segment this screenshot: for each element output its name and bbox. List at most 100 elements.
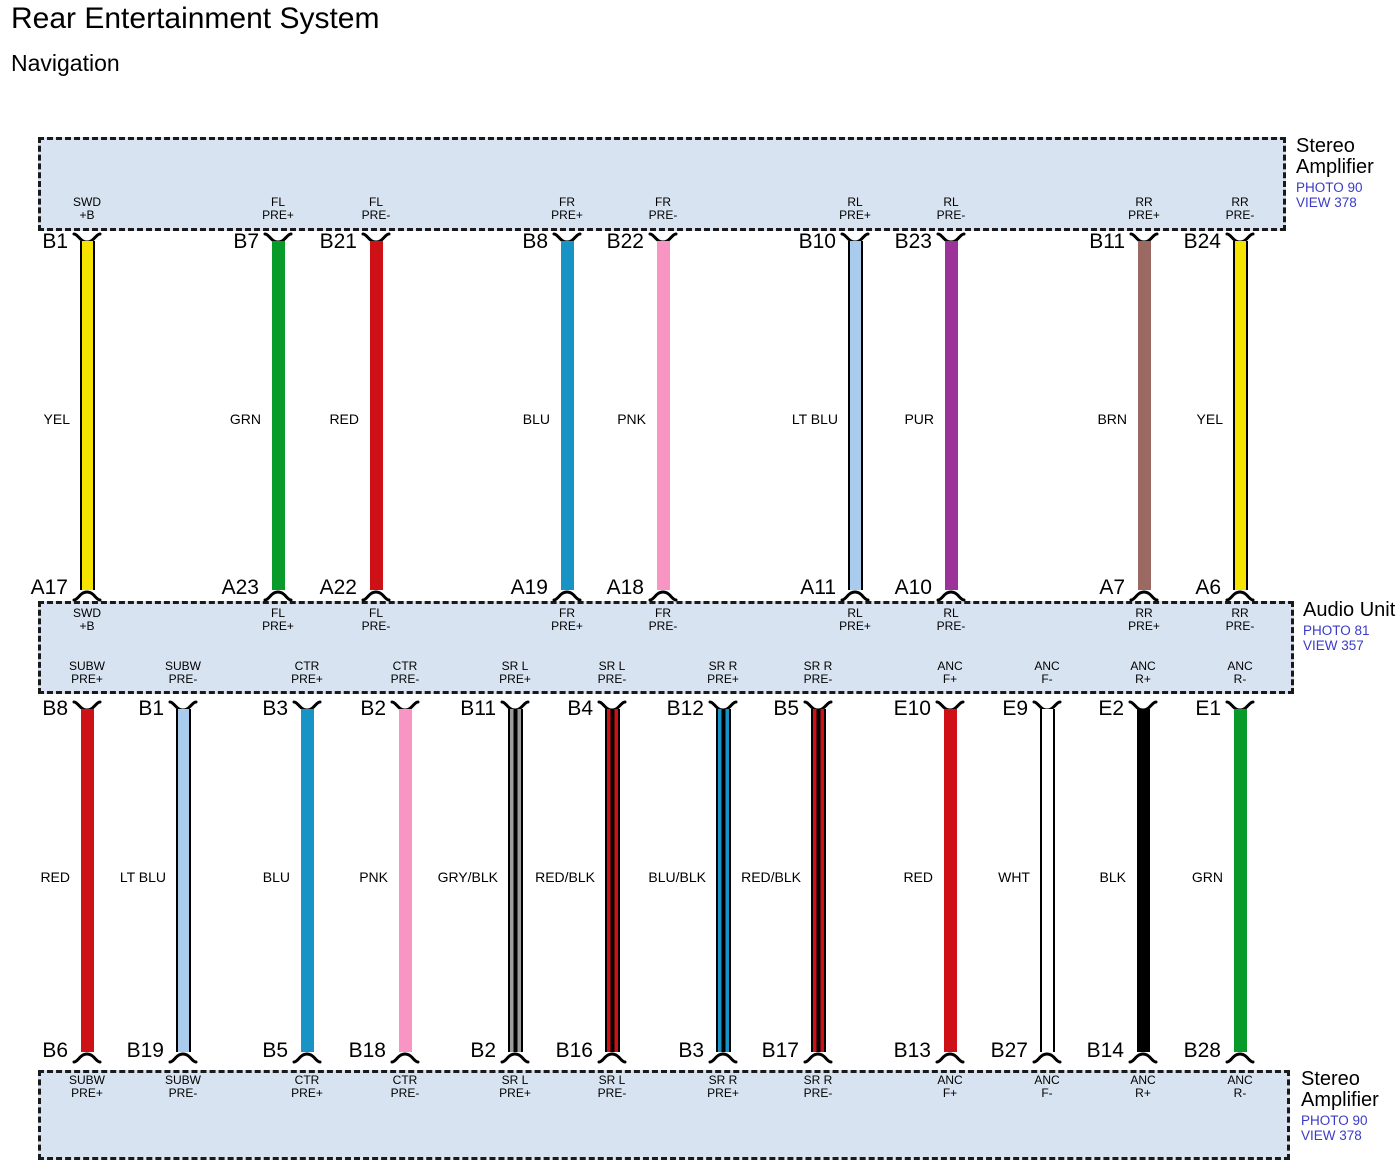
pin-number: B17	[761, 1039, 799, 1062]
wire-color-label: BLU/BLK	[648, 869, 706, 885]
wire-color-label: RED/BLK	[741, 869, 801, 885]
pin-number: A22	[319, 576, 357, 599]
box-pin-label: FL PRE-	[361, 606, 391, 633]
box-pin-label: FR PRE+	[551, 606, 583, 633]
box-pin-label: SR L PRE+	[499, 1073, 531, 1100]
pin-number: B10	[798, 230, 836, 253]
wire-color-label: YEL	[43, 411, 70, 427]
box-pin-label: RL PRE+	[839, 195, 871, 222]
view-ref: VIEW 378	[1301, 1128, 1362, 1143]
box-pin-label: SR L PRE+	[499, 659, 531, 686]
wire	[944, 241, 958, 590]
box-pin-label: SR R PRE-	[803, 659, 833, 686]
box-pin-label: ANC F-	[1034, 1073, 1060, 1100]
box-pin-label: SR R PRE+	[707, 1073, 739, 1100]
wire	[369, 241, 383, 590]
wire-color-label: GRN	[1191, 869, 1223, 885]
component-name: Amplifier	[1296, 156, 1374, 178]
connector-terminal-icon	[72, 589, 102, 602]
box-pin-label: ANC R-	[1227, 659, 1253, 686]
wire-color-label: RED	[40, 869, 70, 885]
box-pin-label: SR R PRE+	[707, 659, 739, 686]
box-pin-label: CTR PRE-	[390, 1073, 420, 1100]
box-pin-label: FL PRE-	[361, 195, 391, 222]
pin-number: B16	[555, 1039, 593, 1062]
connector-terminal-icon	[500, 1051, 530, 1064]
connector-terminal-icon	[803, 1051, 833, 1064]
connector-terminal-icon	[263, 589, 293, 602]
page-title: Rear Entertainment System	[11, 2, 380, 35]
box-pin-label: RL PRE-	[936, 195, 966, 222]
pin-number: B21	[319, 230, 357, 253]
wire	[271, 241, 285, 590]
wire	[715, 709, 731, 1052]
stereo-amplifier-top-box	[38, 137, 1286, 231]
component-name: Stereo	[1296, 135, 1355, 157]
connector-terminal-icon	[552, 589, 582, 602]
box-pin-label: FR PRE-	[648, 195, 678, 222]
pin-number: B5	[262, 1039, 288, 1062]
wire	[1137, 241, 1151, 590]
box-pin-label: SWD +B	[73, 195, 101, 222]
wire-color-label: RED	[903, 869, 933, 885]
box-pin-label: RR PRE-	[1225, 195, 1255, 222]
wire	[175, 709, 191, 1052]
box-pin-label: SWD +B	[73, 606, 101, 633]
wire	[79, 241, 95, 590]
box-pin-label: ANC F-	[1034, 659, 1060, 686]
pin-number: A7	[1099, 576, 1125, 599]
wire-color-label: PNK	[359, 869, 388, 885]
box-pin-label: SR L PRE-	[597, 659, 627, 686]
box-pin-label: ANC F+	[937, 1073, 963, 1100]
box-pin-label: SR L PRE-	[597, 1073, 627, 1100]
pin-number: B1	[42, 230, 68, 253]
wire	[847, 241, 863, 590]
pin-number: A19	[510, 576, 548, 599]
pin-number: B14	[1086, 1039, 1124, 1062]
stereo-amplifier-bottom-label: Stereo Amplifier PHOTO 90 VIEW 378	[1301, 1069, 1379, 1144]
pin-number: B13	[893, 1039, 931, 1062]
pin-number: B2	[470, 1039, 496, 1062]
connector-terminal-icon	[1225, 1051, 1255, 1064]
pin-number: A11	[800, 576, 836, 599]
pin-number: B8	[42, 697, 68, 720]
box-pin-label: SUBW PRE+	[69, 1073, 105, 1100]
wire	[560, 241, 574, 590]
connector-terminal-icon	[390, 1051, 420, 1064]
connector-terminal-icon	[72, 1051, 102, 1064]
wire-color-label: RED	[329, 411, 359, 427]
box-pin-label: RR PRE-	[1225, 606, 1255, 633]
box-pin-label: FL PRE+	[262, 195, 294, 222]
component-name: Audio Unit	[1303, 599, 1396, 621]
pin-number: B19	[126, 1039, 164, 1062]
pin-number: A6	[1195, 576, 1221, 599]
photo-ref: PHOTO 90	[1296, 180, 1363, 195]
box-pin-label: SUBW PRE-	[165, 1073, 201, 1100]
view-ref: VIEW 378	[1296, 195, 1357, 210]
pin-number: B7	[233, 230, 259, 253]
box-pin-label: RR PRE+	[1128, 195, 1160, 222]
page-subtitle: Navigation	[11, 50, 120, 76]
wire-color-label: RED/BLK	[535, 869, 595, 885]
box-pin-label: ANC R+	[1130, 659, 1156, 686]
pin-number: B22	[606, 230, 644, 253]
component-name: Amplifier	[1301, 1089, 1379, 1111]
pin-number: B27	[990, 1039, 1028, 1062]
connector-terminal-icon	[936, 589, 966, 602]
wire-color-label: BRN	[1097, 411, 1127, 427]
box-pin-label: SR R PRE-	[803, 1073, 833, 1100]
pin-number: E2	[1098, 697, 1124, 720]
pin-number: B6	[42, 1039, 68, 1062]
pin-number: B2	[360, 697, 386, 720]
connector-terminal-icon	[648, 589, 678, 602]
pin-number: A10	[894, 576, 932, 599]
wire	[1136, 709, 1150, 1052]
pin-number: E10	[893, 697, 931, 720]
view-ref: VIEW 357	[1303, 638, 1364, 653]
connector-terminal-icon	[840, 589, 870, 602]
audio-unit-box	[38, 601, 1294, 694]
connector-terminal-icon	[1225, 589, 1255, 602]
box-pin-label: SUBW PRE+	[69, 659, 105, 686]
wire	[1232, 241, 1248, 590]
pin-number: B11	[460, 697, 496, 720]
